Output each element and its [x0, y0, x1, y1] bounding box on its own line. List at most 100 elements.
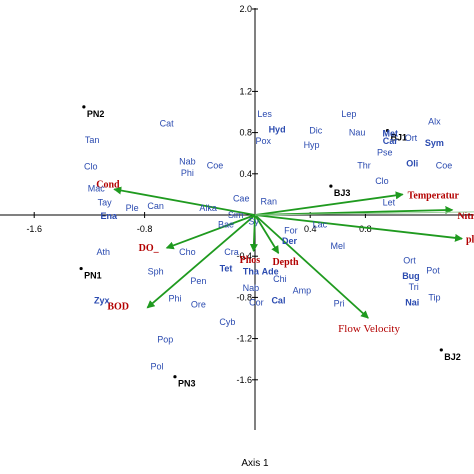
y-tick-label: 0.8: [239, 128, 252, 138]
species-label-tan: Tan: [85, 135, 100, 145]
species-label-pen: Pen: [190, 276, 206, 286]
site-point-pn1: [79, 266, 83, 271]
species-label-sy: Sy: [248, 216, 259, 226]
species-label-bug: Bug: [402, 271, 420, 281]
species-label-pop: Pop: [157, 335, 173, 345]
x-tick-label: 0.8: [359, 224, 372, 234]
species-label-pri: Pri: [334, 299, 345, 309]
species-label-ort: Ort: [405, 133, 418, 143]
species-label-pox: Pox: [256, 136, 272, 146]
environmental-arrows: Cond Temperatur Nitra pl DO_ Phos Depth BOD Flow…: [96, 179, 474, 335]
vector-label-temperatur: Temperatur: [408, 190, 460, 201]
species-label-oli: Oli: [406, 159, 418, 169]
species-label-zyx: Zyx: [94, 296, 110, 306]
vector-bod: [146, 214, 256, 309]
site-label-bj3: BJ3: [334, 188, 351, 198]
species-label-tha: Tha: [243, 267, 260, 277]
species-label-lac: Lac: [313, 219, 328, 229]
y-tick-label: -0.4: [236, 251, 252, 261]
species-label-cat: Cat: [160, 118, 175, 128]
species-label-ath: Ath: [96, 247, 110, 257]
species-label-mac: Mac: [88, 183, 106, 193]
species-label-pot: Pot: [426, 266, 440, 276]
species-label-coe: Coe: [436, 161, 453, 171]
species-label-cra: Cra: [224, 247, 239, 257]
species-label-cae: Cae: [233, 194, 250, 204]
species-label-hyp: Hyp: [304, 140, 320, 150]
species-label-tet: Tet: [220, 264, 233, 274]
species-label-phi: Phi: [181, 168, 194, 178]
species-label-ade: Ade: [262, 267, 279, 277]
vector-flow-velocity: [254, 214, 369, 319]
species-label-alka: Alka: [199, 203, 217, 213]
species-label-tip: Tip: [428, 292, 440, 302]
x-tick-label: -1.6: [26, 224, 42, 234]
x-tick-label: -0.8: [137, 224, 153, 234]
vector-label-phos: Phos: [240, 255, 261, 266]
vector-label-flow-velocity: Flow Velocity: [338, 323, 400, 335]
species-label-let: Let: [383, 198, 396, 208]
species-label-ran: Ran: [261, 197, 278, 207]
y-tick-label: -1.6: [236, 375, 252, 385]
species-label-phi: Phi: [168, 294, 181, 304]
site-point-bj1: [385, 128, 390, 133]
site-point-bj2: [439, 348, 443, 352]
species-label-ort: Ort: [403, 255, 416, 265]
species-label-pol: Pol: [151, 362, 164, 372]
species-label-car: Car: [383, 136, 399, 146]
species-label-for: For: [284, 226, 298, 236]
vector-cond: [113, 186, 256, 216]
site-point-pn3: [173, 375, 177, 379]
vector-label-depth: Depth: [272, 257, 299, 268]
vector-label-nitra: Nitra: [457, 211, 474, 222]
species-label-clo: Clo: [375, 176, 389, 186]
site-label-pn3: PN3: [178, 379, 196, 389]
species-label-can: Can: [147, 201, 164, 211]
species-label-coe: Coe: [207, 161, 224, 171]
y-tick-label: 2.0: [239, 4, 252, 14]
vector-phos: [249, 214, 258, 253]
species-label-nab: Nab: [179, 157, 196, 167]
species-label-alx: Alx: [428, 116, 441, 126]
species-label-tay: Tay: [98, 198, 113, 208]
y-tick-label: 0.4: [239, 169, 252, 179]
species-label-chi: Chi: [273, 274, 287, 284]
species-label-nab: Nab: [243, 283, 260, 293]
species-label-bae: Bae: [218, 219, 234, 229]
species-label-les: Les: [257, 109, 272, 119]
species-label-pse: Pse: [377, 147, 393, 157]
species-label-cor: Cor: [249, 298, 264, 308]
species-label-lep: Lep: [341, 109, 356, 119]
vector-do: [165, 214, 256, 250]
vector-depth: [254, 214, 280, 254]
vector-label-bod: BOD: [107, 302, 129, 313]
species-label-met: Met: [382, 129, 398, 139]
y-tick-label: -0.8: [236, 292, 252, 302]
x-axis-label: Axis 1: [241, 458, 269, 469]
species-label-der: Der: [282, 236, 298, 246]
vector-label-do: DO_: [139, 243, 160, 254]
x-tick-label: 0.4: [304, 224, 317, 234]
species-label-clo: Clo: [84, 162, 98, 172]
vector-label-pl: pl: [466, 235, 474, 246]
site-points: PN2 BJ1 BJ3 PN1 PN3 BJ2: [79, 105, 461, 389]
species-label-mel: Mel: [331, 241, 346, 251]
site-label-pn2: PN2: [87, 109, 105, 119]
y-tick-label: -1.2: [236, 334, 252, 344]
vector-label-cond: Cond: [96, 179, 120, 190]
site-label-pn1: PN1: [84, 271, 102, 281]
species-label-sph: Sph: [148, 267, 164, 277]
species-label-cyb: Cyb: [219, 317, 235, 327]
vector-pl: [254, 214, 463, 242]
species-label-sym: Sym: [425, 138, 444, 148]
species-label-ore: Ore: [191, 300, 206, 310]
species-label-dic: Dic: [309, 126, 322, 136]
species-label-sim: Sim: [228, 210, 244, 220]
species-label-hyd: Hyd: [269, 125, 286, 135]
vector-temperatur: [254, 191, 404, 216]
site-point-bj3: [329, 184, 333, 188]
species-label-ena: Ena: [100, 211, 118, 221]
species-label-thr: Thr: [357, 161, 371, 171]
